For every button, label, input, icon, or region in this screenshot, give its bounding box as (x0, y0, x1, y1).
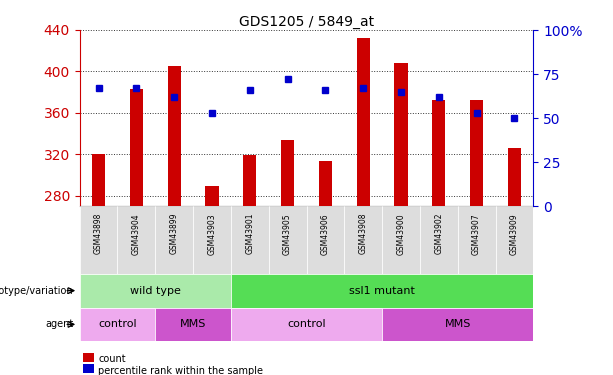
Title: GDS1205 / 5849_at: GDS1205 / 5849_at (239, 15, 374, 29)
Bar (281, 140, 294, 206)
Text: wild type: wild type (130, 286, 181, 296)
Bar (80, 206, 118, 274)
Bar (231, 274, 533, 308)
Bar (167, 66, 181, 206)
Bar (357, 38, 370, 206)
Bar (80, 308, 155, 341)
Text: control: control (287, 320, 326, 329)
Bar (420, 206, 458, 274)
Text: genotype/variation: genotype/variation (0, 286, 74, 296)
Text: GSM43898: GSM43898 (94, 213, 103, 254)
Text: GSM43906: GSM43906 (321, 213, 330, 255)
Bar (319, 160, 332, 206)
Text: GSM43903: GSM43903 (207, 213, 216, 255)
Text: GSM43909: GSM43909 (510, 213, 519, 255)
Text: count: count (98, 354, 126, 364)
Bar (394, 63, 408, 206)
Bar (193, 206, 231, 274)
Text: control: control (98, 320, 137, 329)
Text: GSM43901: GSM43901 (245, 213, 254, 255)
Bar (155, 206, 193, 274)
Bar (205, 186, 219, 206)
Bar (382, 206, 420, 274)
Text: GSM43908: GSM43908 (359, 213, 368, 255)
Bar (470, 100, 483, 206)
Bar (268, 206, 306, 274)
Text: MMS: MMS (180, 320, 207, 329)
Text: agent: agent (45, 320, 74, 329)
Bar (231, 206, 268, 274)
Bar (306, 206, 345, 274)
Bar (130, 89, 143, 206)
Text: GSM43902: GSM43902 (434, 213, 443, 255)
Bar (243, 156, 256, 206)
Bar (508, 148, 521, 206)
Bar (118, 206, 155, 274)
Bar (80, 274, 231, 308)
Bar (231, 308, 382, 341)
Text: ssl1 mutant: ssl1 mutant (349, 286, 415, 296)
Text: GSM43905: GSM43905 (283, 213, 292, 255)
Bar (432, 100, 446, 206)
Bar (345, 206, 382, 274)
Text: GSM43900: GSM43900 (397, 213, 406, 255)
Text: GSM43904: GSM43904 (132, 213, 141, 255)
Bar (92, 154, 105, 206)
Bar (155, 308, 231, 341)
Text: GSM43907: GSM43907 (472, 213, 481, 255)
Bar (495, 206, 533, 274)
Bar (458, 206, 495, 274)
Text: MMS: MMS (444, 320, 471, 329)
Text: GSM43899: GSM43899 (170, 213, 179, 255)
Text: percentile rank within the sample: percentile rank within the sample (98, 366, 263, 375)
Bar (382, 308, 533, 341)
